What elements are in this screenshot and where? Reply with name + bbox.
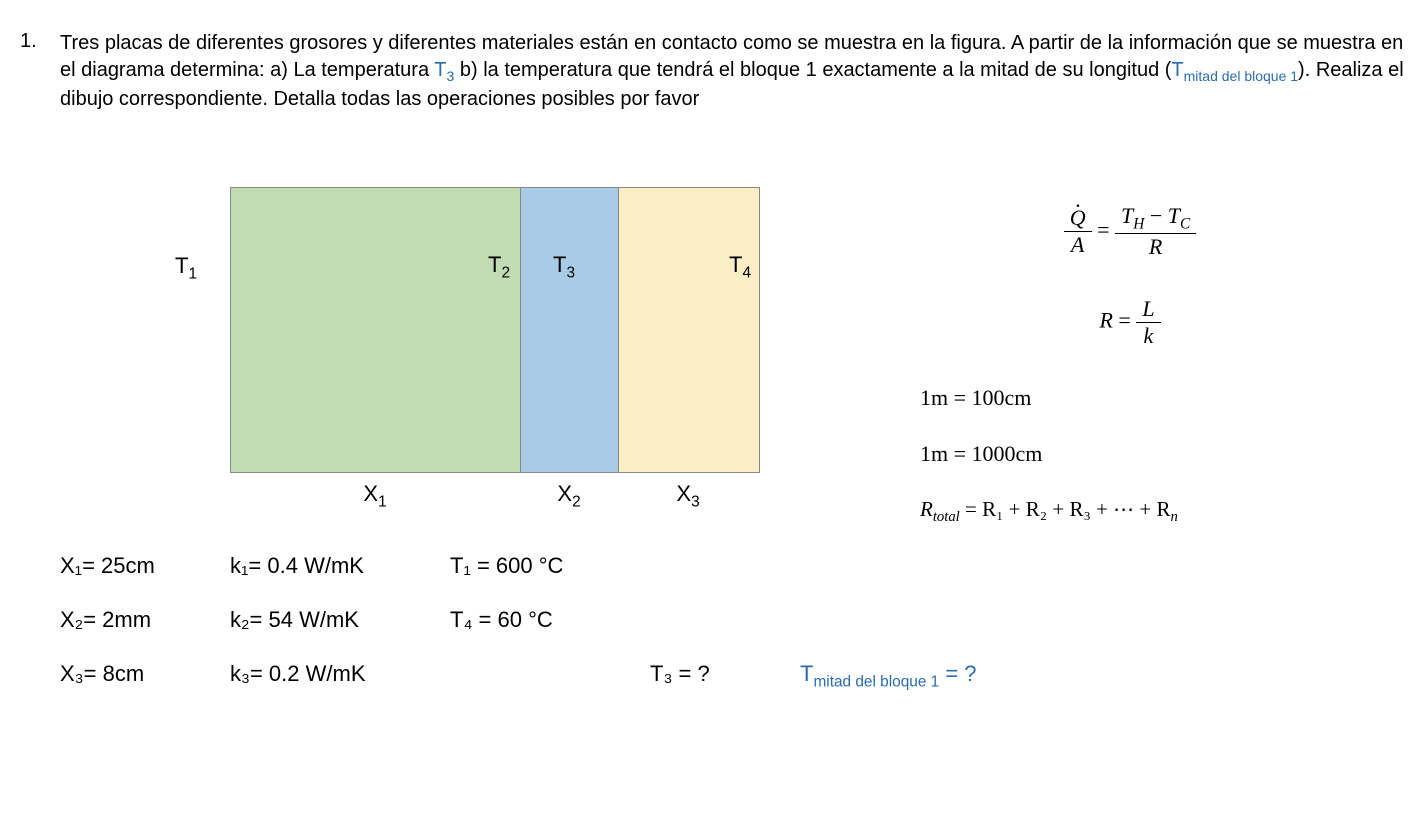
label-T3: T3 [553, 252, 575, 282]
data-Tmidq: Tmitad del bloque 1 = ? [800, 661, 1060, 691]
equals-1: = [1097, 217, 1115, 242]
Tmidq-sub: mitad del bloque 1 [813, 673, 939, 690]
Rtotal-rhs: = R₁ + R₂ + R₃ + ⋯ + R [960, 497, 1171, 521]
X2-sub: 2 [572, 493, 581, 510]
block-1: T2 [231, 188, 521, 472]
TH-sym: T [1121, 203, 1133, 228]
TC-sym: T [1168, 203, 1180, 228]
data-X1: X₁= 25cm [60, 553, 230, 579]
X1-sub: 1 [378, 493, 387, 510]
Tmid-highlight: Tmitad del bloque 1 [1171, 59, 1298, 81]
data-T1: T₁ = 600 °C [450, 553, 650, 579]
data-table: X₁= 25cm k₁= 0.4 W/mK T₁ = 600 °C X₂= 2m… [60, 553, 860, 691]
label-X3: X3 [618, 481, 758, 511]
T4-sub: 4 [742, 264, 751, 281]
conversion-1: 1m = 100cm [920, 385, 1340, 411]
data-k3: k₃= 0.2 W/mK [230, 661, 450, 691]
T2-sym: T [488, 252, 501, 277]
problem-number: 1. [20, 30, 44, 53]
L-num: L [1136, 296, 1160, 323]
conversion-2: 1m = 1000cm [920, 441, 1340, 467]
X2-sym: X [557, 481, 572, 506]
Tmid-sym: T [1171, 59, 1183, 81]
label-T2: T2 [488, 252, 510, 282]
x-axis-labels: X1 X2 X3 [230, 481, 758, 511]
data-T4: T₄ = 60 °C [450, 607, 650, 633]
T1-sub: 1 [188, 265, 197, 282]
A-den: A [1064, 232, 1092, 258]
block-2: T3 [521, 188, 619, 472]
Rtotal-n: n [1170, 509, 1177, 525]
Tmid-sub: mitad del bloque 1 [1184, 68, 1298, 84]
Tmidq-post: = ? [939, 661, 976, 686]
Tmidq-sym: T [800, 661, 813, 686]
formula-R: R = Lk [920, 296, 1340, 349]
TC-sub: C [1180, 215, 1190, 232]
block-3: T4 [619, 188, 759, 472]
data-k1: k₁= 0.4 W/mK [230, 553, 450, 579]
Rtotal-sub: total [933, 509, 960, 525]
T3-sym: T [434, 59, 446, 81]
formula-Rtotal: Rtotal = R₁ + R₂ + R₃ + ⋯ + Rn [920, 497, 1340, 526]
T1-sym: T [175, 253, 188, 278]
data-X3: X₃= 8cm [60, 661, 230, 691]
R-den: R [1115, 234, 1196, 260]
T2-sub: 2 [501, 264, 510, 281]
R-left: R [1099, 308, 1112, 333]
prob-text-2: b) la temperatura que tendrá el bloque 1… [454, 59, 1171, 81]
T3-highlight: T3 [434, 59, 454, 81]
formula-heat-flux: QA = TH − TCR [920, 203, 1340, 260]
TH-sub: H [1133, 215, 1144, 232]
X1-sym: X [363, 481, 378, 506]
problem-statement: Tres placas de diferentes grosores y dif… [60, 30, 1408, 113]
equals-2: = [1118, 308, 1136, 333]
label-X1: X1 [230, 481, 520, 511]
Rtotal-sym: R [920, 497, 933, 521]
Qdot: Q [1070, 205, 1086, 231]
T3d-sub: 3 [566, 264, 575, 281]
blocks-container: T2 T3 T4 [230, 187, 760, 473]
T4-sym: T [729, 252, 742, 277]
data-X2: X₂= 2mm [60, 607, 230, 633]
label-T1: T1 [175, 253, 197, 283]
data-T3q: T₃ = ? [650, 661, 800, 691]
data-k2: k₂= 54 W/mK [230, 607, 450, 633]
formulas-panel: QA = TH − TCR R = Lk 1m = 100cm 1m = 100… [920, 163, 1340, 527]
T3d-sym: T [553, 252, 566, 277]
label-X2: X2 [520, 481, 618, 511]
diagram: T1 T2 T3 T4 X1 X2 X3 [60, 163, 860, 523]
X3-sub: 3 [691, 493, 700, 510]
label-T4: T4 [729, 252, 751, 282]
minus: − [1144, 203, 1167, 228]
X3-sym: X [676, 481, 691, 506]
k-den: k [1136, 323, 1160, 349]
